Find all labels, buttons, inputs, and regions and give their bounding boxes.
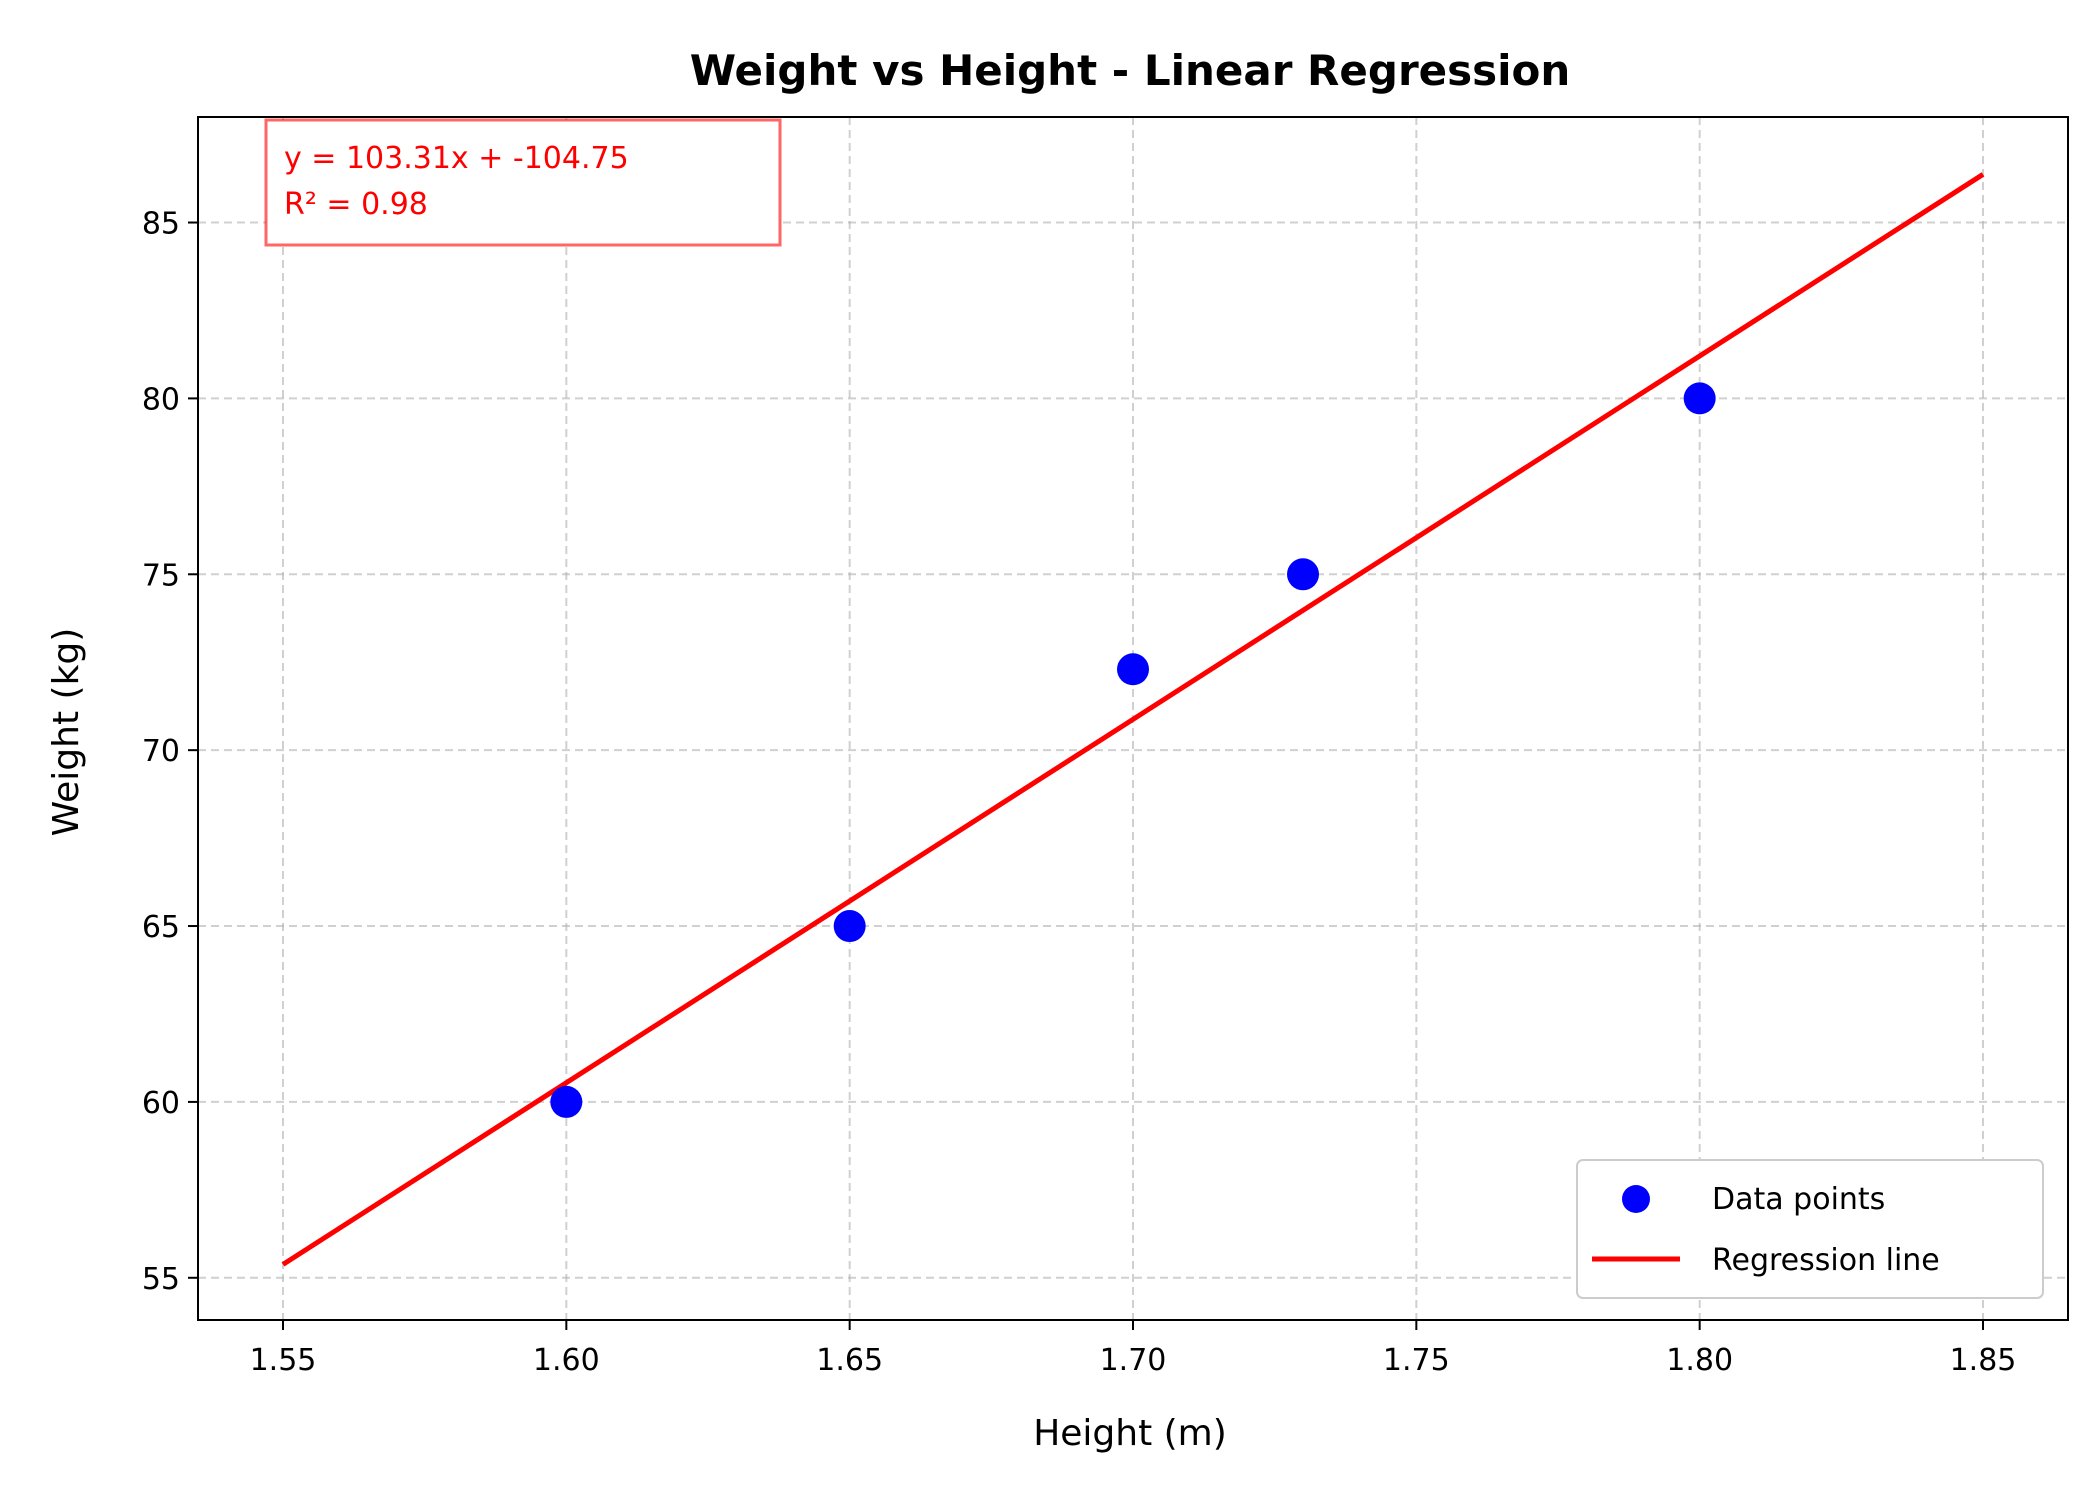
y-tick-label: 80 — [142, 382, 180, 417]
y-tick-label: 70 — [142, 734, 180, 769]
y-tick-label: 75 — [142, 558, 180, 593]
x-tick-label: 1.60 — [533, 1343, 600, 1378]
y-tick-label: 55 — [142, 1262, 180, 1297]
y-tick-label: 65 — [142, 910, 180, 945]
equation-annotation: y = 103.31x + -104.75 R² = 0.98 — [264, 118, 782, 247]
equation-box — [264, 118, 782, 247]
x-tick-label: 1.85 — [1950, 1343, 2017, 1378]
ticks: 1.55 1.60 1.65 1.70 1.75 1.80 1.85 55 60 65 70 75 80… — [142, 207, 2017, 1378]
grid — [198, 117, 2068, 1320]
legend: Data points Regression line — [1576, 1159, 2044, 1299]
y-axis-label: Weight (kg) — [46, 628, 87, 837]
legend-box — [1576, 1159, 2044, 1299]
r-squared-line: R² = 0.98 — [284, 187, 428, 222]
points-layer — [550, 382, 1716, 1118]
data-point — [1117, 653, 1149, 686]
x-tick-label: 1.65 — [816, 1343, 883, 1378]
legend-marker-data-points — [1622, 1185, 1650, 1213]
x-tick-label: 1.55 — [250, 1343, 317, 1378]
x-tick-label: 1.70 — [1100, 1343, 1167, 1378]
regression-line — [281, 172, 1985, 1267]
x-axis-label: Height (m) — [1033, 1413, 1227, 1454]
regression-layer — [281, 172, 1985, 1267]
data-point — [1287, 558, 1319, 591]
data-point — [550, 1085, 583, 1118]
data-point — [833, 910, 866, 943]
y-tick-label: 60 — [142, 1086, 180, 1121]
data-point — [1683, 382, 1716, 415]
legend-label-data-points: Data points — [1712, 1182, 1885, 1217]
equation-line: y = 103.31x + -104.75 — [284, 141, 629, 176]
y-tick-label: 85 — [142, 207, 180, 242]
chart-title: Weight vs Height - Linear Regression — [690, 46, 1571, 95]
legend-label-regression-line: Regression line — [1712, 1243, 1940, 1278]
x-tick-label: 1.75 — [1383, 1343, 1450, 1378]
x-tick-label: 1.80 — [1666, 1343, 1733, 1378]
